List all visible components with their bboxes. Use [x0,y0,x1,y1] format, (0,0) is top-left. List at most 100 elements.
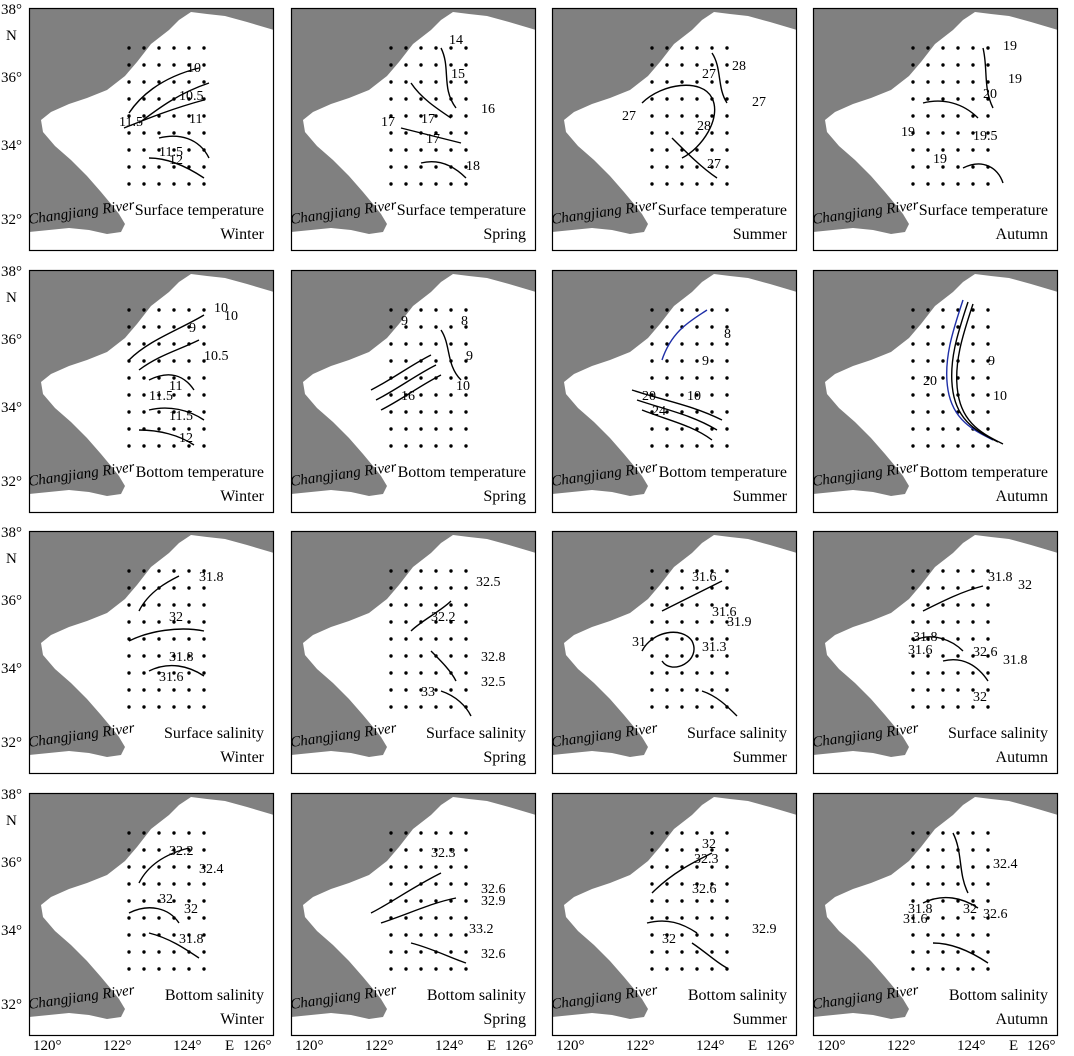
station-dot [665,97,669,101]
station-dot [956,705,960,709]
station-dot [404,603,408,607]
station-dot [695,831,699,835]
contour-line [380,374,442,411]
station-dot [710,654,714,658]
station-dot [650,865,654,869]
station-dot [725,325,729,329]
station-dot [404,427,408,431]
station-dot [202,376,206,380]
contour-label: 10 [224,309,238,324]
contour-labels: 19 19 20 19 19.5 19 [901,39,1022,167]
station-dot [956,63,960,67]
contour-label: 19 [933,152,947,167]
station-dot [449,654,453,658]
station-dot [464,148,468,152]
station-dot [956,182,960,186]
island [592,765,601,772]
contour-line [128,314,205,361]
contour-line [128,907,180,924]
station-dot [404,620,408,624]
panel-season: Autumn [996,488,1048,505]
station-dot [926,586,930,590]
station-dot [464,427,468,431]
station-dot [986,688,990,692]
station-dot [710,620,714,624]
station-dot [665,705,669,709]
island [331,1027,340,1034]
station-dot [142,865,146,869]
station-dot [665,933,669,937]
station-dot [695,80,699,84]
station-dot [725,444,729,448]
station-dot [202,569,206,573]
station-dot [665,359,669,363]
contour-line [128,67,200,114]
station-dots [127,831,206,971]
contour-label: 10 [187,61,201,76]
panel-frame [551,269,798,514]
station-dot [404,63,408,67]
station-dot [680,569,684,573]
station-dot [449,63,453,67]
station-dot [986,654,990,658]
station-dot [419,637,423,641]
station-dot [710,865,714,869]
station-dot [986,916,990,920]
station-dot [725,342,729,346]
station-dot [389,359,393,363]
station-dot [710,688,714,692]
station-dot [127,410,131,414]
station-dot [956,342,960,346]
station-dot [941,569,945,573]
contour-label: 33.2 [469,922,494,937]
station-dot [725,376,729,380]
contour-label: 31.8 [988,570,1013,585]
station-dot [971,114,975,118]
contour-labels: 20 9 10 [923,354,1007,404]
station-dots [911,46,990,186]
contour-label: 9 [702,354,709,369]
station-dot [127,705,131,709]
station-dot [389,131,393,135]
station-dot [986,410,990,414]
station-dot [404,114,408,118]
station-dot [956,620,960,624]
station-dot [665,899,669,903]
station-dot [464,376,468,380]
contour-line [123,99,205,129]
island [87,239,94,245]
station-dot [650,620,654,624]
station-dot [680,705,684,709]
station-dot [157,444,161,448]
station-dot [434,325,438,329]
station-dot [434,569,438,573]
station-dot [650,376,654,380]
station-dot [464,325,468,329]
island [570,1021,582,1031]
station-dot [404,410,408,414]
station-dot [926,620,930,624]
station-dot [986,444,990,448]
station-dot [695,654,699,658]
station-dot [926,80,930,84]
station-dot [725,182,729,186]
station-dot [157,967,161,971]
island [47,1021,59,1031]
lat-tick-label: 32° [1,474,22,490]
panel-frame [812,792,1059,1037]
panel-season: Autumn [996,749,1048,766]
station-dot [172,46,176,50]
station-dot [956,148,960,152]
station-dot [710,637,714,641]
station-dot [941,848,945,852]
station-dot [986,882,990,886]
island [853,504,862,511]
lat-tick-label: 36° [1,593,22,609]
station-dot [926,865,930,869]
contour-label: 31.8 [179,932,204,947]
